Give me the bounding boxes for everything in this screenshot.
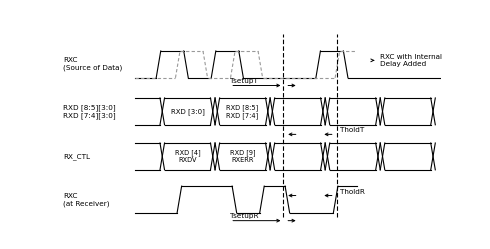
Text: TholdR: TholdR — [341, 188, 365, 194]
Text: RXC
(Source of Data): RXC (Source of Data) — [63, 57, 122, 71]
Text: TsetupR: TsetupR — [230, 213, 259, 219]
Text: RXD [8:5]
RXD [7:4]: RXD [8:5] RXD [7:4] — [226, 104, 259, 119]
Text: RXD [9]
RXERR: RXD [9] RXERR — [230, 150, 255, 163]
Text: RXD [4]
RXDV: RXD [4] RXDV — [174, 150, 200, 163]
Text: RXD [3:0]: RXD [3:0] — [171, 108, 204, 115]
Text: RXC
(at Receiver): RXC (at Receiver) — [63, 192, 110, 207]
Text: RX_CTL: RX_CTL — [63, 153, 90, 160]
Text: RXC with Internal
Delay Added: RXC with Internal Delay Added — [371, 54, 442, 67]
Text: TsetupT: TsetupT — [230, 78, 258, 84]
Text: RXD [8:5][3:0]
RXD [7:4][3:0]: RXD [8:5][3:0] RXD [7:4][3:0] — [63, 104, 116, 119]
Text: TholdT: TholdT — [341, 127, 365, 133]
